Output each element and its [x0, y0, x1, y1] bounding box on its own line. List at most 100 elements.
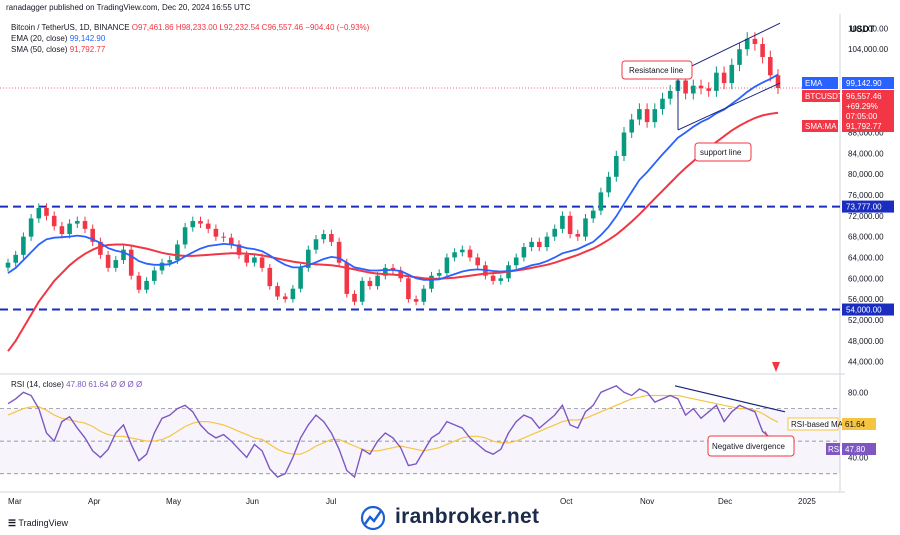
ema-tag-label: EMA [805, 79, 823, 88]
sma-tag-label-bg [802, 120, 838, 132]
candle-body [252, 257, 257, 263]
btc-tag-label: BTCUSDT [805, 92, 843, 101]
candle-body [513, 257, 519, 266]
candle-body [436, 273, 442, 276]
candle-body [614, 155, 619, 177]
rsi-legend: RSI (14, close) 47.80 61.64 Ø Ø Ø Ø [11, 380, 142, 390]
rsi-tag-bg [842, 443, 876, 455]
candle-body [167, 260, 172, 263]
tradingview-logo-text: TradingView [18, 518, 68, 528]
rsi-tag-label: RSI [828, 445, 841, 454]
broker-logo-icon [360, 505, 386, 531]
candle-body [552, 228, 557, 237]
candle-body [205, 223, 211, 229]
candle-body [290, 288, 296, 300]
candle-body [490, 275, 496, 281]
support-channel-line [677, 82, 781, 131]
candle-body [244, 254, 249, 263]
ema-tag-value: 99,142.90 [846, 79, 882, 88]
candle-body [375, 275, 380, 287]
sma-tag-value: 91,792.77 [846, 122, 882, 131]
candle-body [236, 244, 242, 255]
candle-body [36, 208, 42, 219]
rsi-line [7, 384, 779, 479]
time-axis-label: Jun [246, 497, 259, 506]
candle-body [136, 275, 142, 290]
candle-body [467, 249, 473, 258]
candle-body [128, 249, 134, 276]
support-level-tag-value-bg [842, 303, 894, 316]
candle-body [321, 234, 326, 240]
candle-body [306, 249, 311, 268]
ema-20-line [7, 73, 779, 281]
rsi-tick-label: 80.00 [848, 388, 869, 397]
candle-body [144, 280, 149, 290]
rsi-legend-label: RSI (14, close) [11, 380, 64, 389]
symbol-title: Bitcoin / TetherUS, 1D, BINANCE [11, 23, 130, 32]
watermark: iranbroker.net [395, 505, 540, 528]
candle-body [105, 254, 111, 268]
candle-body [213, 228, 219, 237]
candle-body [721, 72, 727, 84]
price-tick-label: 52,000.00 [848, 316, 884, 325]
candle-body [113, 260, 119, 268]
candle-body [475, 257, 480, 266]
sma-legend-value: 91,792.77 [69, 45, 106, 54]
support-annotation-box [694, 142, 752, 162]
candle-body [583, 218, 588, 237]
rsi-ma-tag-label-bg [787, 417, 839, 431]
candle-body [229, 237, 234, 245]
candle-body [282, 296, 288, 300]
btc-tag-label-bg [802, 90, 840, 102]
price-tick-label: 48,000.00 [848, 337, 884, 346]
time-axis-label: 2025 [798, 497, 816, 506]
candle-body [567, 215, 573, 235]
candle-body [560, 215, 565, 229]
candle-body [67, 223, 72, 235]
price-tick-label: 64,000.00 [848, 253, 884, 262]
candle-body [359, 280, 365, 302]
candle-body [298, 267, 303, 289]
candle-body [336, 241, 342, 263]
candle-body [629, 119, 634, 133]
candle-body [644, 109, 650, 123]
resistance-level-tag-value-bg [842, 200, 894, 213]
time-axis-label: Oct [560, 497, 573, 506]
divergence-annotation-text: Negative divergence [712, 442, 785, 451]
rsi-divergence-line [674, 385, 786, 413]
candle-body [313, 239, 319, 250]
time-axis-label: Jul [326, 497, 336, 506]
candle-body [729, 64, 735, 84]
candle-body [259, 257, 265, 268]
resistance-annotation-box [621, 60, 693, 80]
price-tick-label: 88,000.00 [848, 129, 884, 138]
candle-body [621, 132, 627, 156]
time-axis-label: Mar [8, 497, 22, 506]
candle-body [667, 90, 673, 99]
candle-body [182, 227, 188, 245]
ema-legend-value: 99,142.90 [69, 34, 106, 43]
ema-tag-value-bg [842, 77, 894, 89]
candle-body [44, 208, 49, 216]
ema-legend: EMA (20, close) 99,142.90 [11, 34, 105, 44]
price-tick-label: 84,000.00 [848, 149, 884, 158]
rsi-ma-tag-value: 61.64 [845, 420, 866, 429]
candle-body [637, 109, 642, 120]
rsi-tick-label: 40.00 [848, 453, 869, 462]
candle-body [59, 226, 65, 235]
candle-body [13, 254, 18, 263]
sell-arrow-marker [772, 362, 780, 372]
candle-body [760, 44, 765, 58]
candle-body [575, 234, 581, 237]
candle-body [660, 98, 665, 110]
candle-body [190, 221, 196, 228]
candle-body [752, 38, 758, 45]
candle-body [121, 249, 126, 261]
candle-body [5, 262, 11, 268]
candle-body [344, 262, 350, 294]
candle-body [544, 236, 550, 248]
ohlc-values: O97,461.86 H98,233.00 L92,232.54 C96,557… [131, 23, 370, 32]
candle-body [683, 80, 688, 94]
candle-body [737, 49, 742, 65]
